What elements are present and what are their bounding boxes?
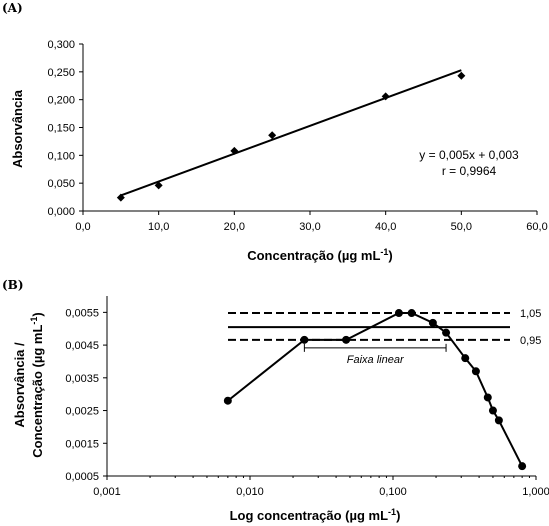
panel-b-y-tick-label: 0,0025 bbox=[65, 406, 99, 418]
panel-a-y-axis-title: Absorvância bbox=[10, 89, 25, 168]
panel-b-y-tick-label: 0,0035 bbox=[65, 373, 99, 385]
panel-a-label: (A) bbox=[2, 1, 23, 15]
data-point bbox=[154, 181, 163, 190]
panel-a-y-tick-label: 0,250 bbox=[47, 67, 75, 79]
data-point bbox=[442, 328, 451, 337]
panel-a-y-tick-label: 0,300 bbox=[47, 39, 75, 51]
panel-b-y-axis-title-line1: Absorvância / bbox=[12, 342, 27, 428]
panel-b-x-tick-label: 0,100 bbox=[379, 486, 407, 498]
linear-range-label: Faixa linear bbox=[347, 354, 405, 366]
panel-a-y-tick-label: 0,150 bbox=[47, 123, 75, 135]
data-point bbox=[342, 335, 351, 344]
data-point bbox=[230, 146, 239, 155]
data-point bbox=[483, 393, 492, 402]
panel-a-x-tick-label: 30,0 bbox=[299, 221, 320, 233]
data-point bbox=[394, 309, 403, 318]
correlation-coefficient: r = 0,9964 bbox=[442, 164, 497, 178]
panel-a-y-tick-label: 0,050 bbox=[47, 178, 75, 190]
panel-a-x-tick-label: 20,0 bbox=[224, 221, 245, 233]
panel-a-y-tick-label: 0,100 bbox=[47, 150, 75, 162]
tolerance-label: 1,05 bbox=[520, 308, 541, 320]
data-point bbox=[471, 367, 480, 376]
panel-b-y-tick-label: 0,0055 bbox=[65, 307, 99, 319]
data-point bbox=[223, 396, 232, 405]
series-line bbox=[227, 312, 524, 467]
panel-b-x-tick-label: 0,001 bbox=[93, 486, 121, 498]
panel-b-y-tick-label: 0,0015 bbox=[65, 438, 99, 450]
panel-a-x-axis-title: Concentração (µg mL-1) bbox=[247, 247, 393, 263]
panel-a-x-tick-label: 50,0 bbox=[451, 221, 472, 233]
data-point bbox=[428, 318, 437, 327]
regression-equation: y = 0,005x + 0,003 bbox=[419, 148, 519, 162]
data-point bbox=[488, 406, 497, 415]
tolerance-label: 0,95 bbox=[520, 335, 541, 347]
panel-a-plot: 0,000 0,050 0,100 0,150 0,200 0,250 0,300 0,0 10… bbox=[47, 39, 547, 233]
panel-a-x-tick-label: 10,0 bbox=[148, 221, 169, 233]
panel-b-y-tick-label: 0,0005 bbox=[65, 471, 99, 483]
panel-a-x-tick-label: 60,0 bbox=[526, 221, 547, 233]
panel-b-x-axis-title: Log concentração (µg mL-1) bbox=[230, 507, 401, 523]
data-point bbox=[494, 416, 503, 425]
data-point bbox=[381, 92, 390, 101]
data-point bbox=[518, 462, 527, 471]
data-point bbox=[407, 309, 416, 318]
data-point bbox=[300, 335, 309, 344]
data-point bbox=[461, 354, 470, 363]
panel-b-label: (B) bbox=[2, 278, 24, 292]
panel-b-y-axis-title-line2: Concentração (µg mL-1) bbox=[29, 312, 45, 458]
panel-b-y-tick-label: 0,0045 bbox=[65, 340, 99, 352]
panel-b-x-tick-label: 0,010 bbox=[236, 486, 264, 498]
data-point bbox=[268, 131, 277, 140]
data-point bbox=[116, 193, 125, 202]
panel-b-x-tick-label: 1,000 bbox=[522, 486, 549, 498]
data-point bbox=[457, 71, 466, 80]
panel-a-x-tick-label: 0,0 bbox=[75, 221, 90, 233]
panel-a-x-tick-label: 40,0 bbox=[375, 221, 396, 233]
trendline bbox=[120, 69, 462, 197]
panel-a-y-tick-label: 0,000 bbox=[47, 206, 75, 218]
panel-b-plot: 0,0005 0,0015 0,0025 0,0035 0,0045 0,0055 0,00… bbox=[65, 296, 549, 498]
panel-a-y-tick-label: 0,200 bbox=[47, 95, 75, 107]
